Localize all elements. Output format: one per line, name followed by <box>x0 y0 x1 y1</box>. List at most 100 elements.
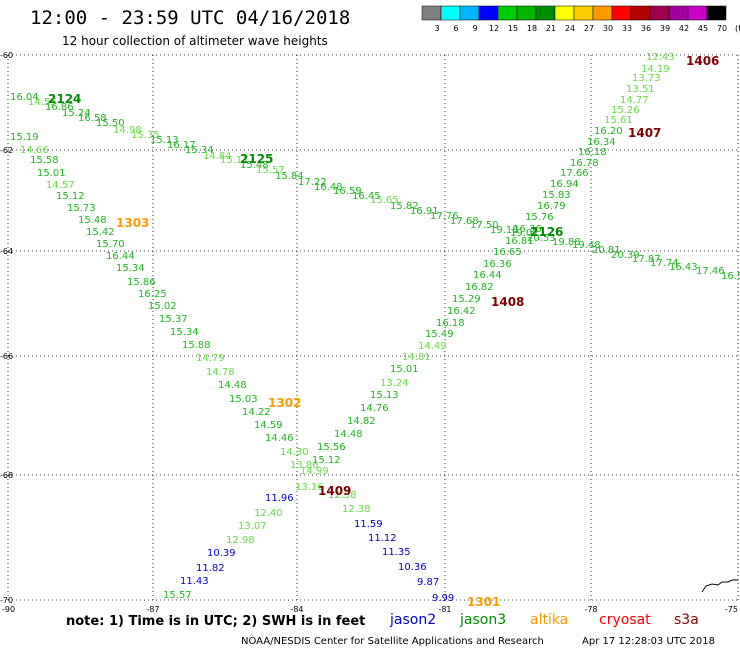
wave-height-reading: 16.18 <box>436 318 465 329</box>
color-scale-label: 3 <box>434 24 439 33</box>
wave-height-reading: 12.98 <box>226 535 255 546</box>
wave-height-reading: 16.91 <box>410 206 439 217</box>
wave-height-reading: 16.25 <box>138 289 167 300</box>
wave-height-reading: 16.48 <box>314 182 343 193</box>
wave-height-reading: 13.07 <box>238 521 267 532</box>
wave-height-reading: 15.49 <box>425 329 454 340</box>
wave-height-reading: 15.34 <box>116 263 145 274</box>
wave-height-reading: 14.98 <box>113 125 142 136</box>
color-swatch <box>440 5 461 21</box>
wave-height-reading: 14.79 <box>196 353 225 364</box>
wave-height-reading: 15.29 <box>452 294 481 305</box>
longitude-label: -87 <box>146 605 159 614</box>
wave-height-reading: 17.74 <box>650 258 679 269</box>
longitude-label: -81 <box>438 605 451 614</box>
credit-agency: NOAA/NESDIS Center for Satellite Applica… <box>241 636 544 647</box>
color-scale-label: 36 <box>641 24 651 33</box>
wave-height-reading: 19.48 <box>572 240 601 251</box>
wave-height-reading: 16.44 <box>473 270 502 281</box>
wave-height-reading: 15.58 <box>30 155 59 166</box>
wave-height-reading: 15.48 <box>78 215 107 226</box>
pass-id-label: 2124 <box>48 92 81 106</box>
wave-height-reading: 14.57 <box>46 180 75 191</box>
wave-height-reading: 11.35 <box>382 547 411 558</box>
wave-height-reading: 16.34 <box>587 137 616 148</box>
wave-height-reading: 15.84 <box>275 171 304 182</box>
wave-height-reading: 16.5 <box>721 271 740 282</box>
wave-height-reading: 20.53 <box>527 233 556 244</box>
pass-id-label: 1406 <box>686 54 719 68</box>
wave-height-reading: 14.48 <box>218 380 247 391</box>
satellite-legend-altika: altika <box>530 612 568 628</box>
wave-height-reading: 16.94 <box>550 179 579 190</box>
wave-height-reading: 15.01 <box>37 168 66 179</box>
wave-height-reading: 13.24 <box>380 378 409 389</box>
wave-height-reading: 15.34 <box>170 327 199 338</box>
map-tick-labels: -60 -62 -64 -66 -68 -70-90 -87 -84 -81 -78 -75 <box>0 51 738 614</box>
color-scale-label: 12 <box>489 24 499 33</box>
wave-height-reading: 15.13 <box>370 390 399 401</box>
wave-height-reading: 15.76 <box>525 212 554 223</box>
wave-height-reading: 10.36 <box>398 562 427 573</box>
wave-height-reading: 14.22 <box>242 407 271 418</box>
color-swatch <box>611 5 632 21</box>
wave-height-reading: 12.58 <box>328 490 357 501</box>
latitude-label: -66 <box>0 352 13 361</box>
page-subtitle: 12 hour collection of altimeter wave hei… <box>62 34 328 48</box>
wave-height-reading: 14.99 <box>300 466 329 477</box>
wave-height-reading: 16.45 <box>352 191 381 202</box>
latitude-label: -60 <box>0 51 13 60</box>
pass-id-label: 2125 <box>240 152 273 166</box>
satellite-legend-jason3: jason3 <box>459 612 506 628</box>
wave-height-reading: 14.82 <box>347 416 376 427</box>
color-swatch <box>478 5 499 21</box>
wave-height-reading: 16.86 <box>45 102 74 113</box>
map-gridlines <box>7 54 739 601</box>
pass-id-label: 2126 <box>530 225 563 239</box>
color-scale-label: 45 <box>698 24 708 33</box>
wave-height-readings: 12.4314.1913.7313.5114.7715.2615.6116.20… <box>10 52 740 604</box>
latitude-label: -62 <box>0 146 13 155</box>
color-swatch <box>459 5 480 21</box>
wave-height-reading: 16.43 <box>669 262 698 273</box>
pass-id-label: 1408 <box>491 295 524 309</box>
color-scale-label: (ft) <box>735 24 740 33</box>
page-title: 12:00 - 23:59 UTC 04/16/2018 <box>30 7 350 29</box>
color-scale-label: 24 <box>565 24 575 33</box>
wave-height-reading: 15.35 <box>131 130 160 141</box>
color-swatch <box>668 5 689 21</box>
wave-height-reading: 16.81 <box>505 236 534 247</box>
longitude-label: -84 <box>290 605 303 614</box>
pass-id-label: 1409 <box>318 484 351 498</box>
wave-height-reading: 15.12 <box>312 455 341 466</box>
wave-height-reading: 9.99 <box>432 593 454 604</box>
pass-id-label: 1301 <box>467 595 500 609</box>
wave-height-reading: 20.39 <box>611 250 640 261</box>
wave-height-reading: 19.02 <box>510 228 539 239</box>
color-swatch <box>649 5 670 21</box>
color-swatch <box>592 5 613 21</box>
pass-id-label: 1407 <box>628 126 661 140</box>
wave-height-reading: 14.66 <box>20 145 49 156</box>
color-scale-label: 18 <box>527 24 537 33</box>
wave-height-reading: 20.81 <box>592 245 621 256</box>
wave-height-reading: 14.19 <box>641 64 670 75</box>
wave-height-reading: 11.96 <box>265 493 294 504</box>
wave-height-reading: 14.48 <box>334 429 363 440</box>
wave-height-reading: 15.56 <box>317 442 346 453</box>
color-swatch <box>687 5 708 21</box>
wave-height-reading: 15.83 <box>542 190 571 201</box>
wave-height-reading: 16.36 <box>483 259 512 270</box>
wave-height-reading: 15.37 <box>159 314 188 325</box>
wave-height-reading: 10.39 <box>207 548 236 559</box>
wave-height-reading: 16.58 <box>78 113 107 124</box>
wave-height-reading: 19.18 <box>490 225 519 236</box>
wave-height-reading: 11.82 <box>196 563 225 574</box>
wave-height-reading: 15.50 <box>96 118 125 129</box>
color-scale-label: 6 <box>453 24 458 33</box>
wave-height-reading: 15.19 <box>10 132 39 143</box>
credit-timestamp: Apr 17 12:28:03 UTC 2018 <box>582 636 715 647</box>
longitude-label: -78 <box>584 605 597 614</box>
wave-height-reading: 16.42 <box>447 306 476 317</box>
color-swatch <box>497 5 518 21</box>
